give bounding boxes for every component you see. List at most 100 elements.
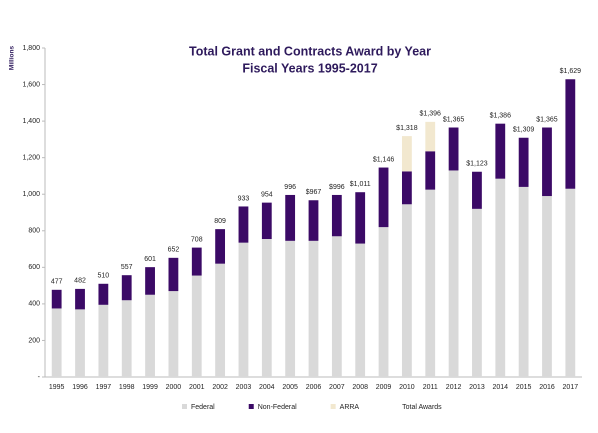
total-label: $1,146	[373, 156, 395, 163]
total-label: $1,123	[466, 161, 488, 168]
total-label: 601	[144, 256, 156, 263]
chart-title: Total Grant and Contracts Award by Year	[189, 44, 431, 58]
x-tick-label: 2010	[399, 384, 415, 391]
total-label: $1,365	[536, 116, 558, 123]
bar-segment	[401, 136, 412, 172]
x-tick-label: 1998	[119, 384, 135, 391]
total-label: 809	[214, 218, 226, 225]
total-label: $1,318	[396, 125, 418, 132]
bar-segment	[448, 170, 459, 377]
bar-segment	[215, 263, 226, 377]
x-tick-label: 2011	[423, 384, 438, 391]
bar-segment	[495, 178, 506, 377]
bar-segment	[542, 196, 552, 377]
bar-segment	[238, 206, 249, 243]
bar-segment	[145, 267, 155, 295]
x-tick-label: 1999	[142, 384, 158, 391]
bar-segment	[285, 240, 296, 377]
bar-segment	[168, 291, 179, 377]
legend-swatch	[248, 404, 254, 409]
bar-segment	[355, 192, 366, 244]
bar-segment	[75, 288, 85, 310]
total-label: $996	[329, 184, 345, 191]
bar-segment	[261, 202, 272, 240]
total-label: 996	[284, 184, 296, 191]
bar-segment	[98, 283, 109, 305]
total-label: $1,629	[560, 68, 582, 75]
bar-segment	[448, 127, 459, 171]
bar-segment	[51, 308, 62, 377]
legend-swatch	[182, 404, 187, 409]
x-tick-label: 2017	[563, 384, 579, 391]
x-tick-label: 2008	[352, 384, 368, 391]
x-tick-label: 1997	[96, 384, 112, 391]
y-tick-label: 800	[28, 228, 40, 235]
bar-segment	[238, 242, 249, 377]
y-tick-label: 600	[28, 264, 40, 271]
bar-segment	[215, 229, 226, 264]
x-tick-label: 2007	[329, 384, 345, 391]
legend-label: Total Awards	[402, 404, 442, 411]
x-tick-label: 1996	[72, 384, 88, 391]
x-tick-label: 2005	[282, 384, 298, 391]
y-tick-label: 1,200	[22, 155, 40, 162]
bar-segment	[518, 137, 529, 187]
bar-segment	[542, 127, 552, 197]
chart-subtitle: Fiscal Years 1995-2017	[242, 61, 377, 75]
x-tick-label: 2002	[212, 384, 228, 391]
x-tick-label: 2016	[539, 384, 555, 391]
y-tick-label: 400	[28, 301, 40, 308]
y-tick-label: 1,000	[22, 191, 40, 198]
x-tick-label: 2003	[236, 384, 252, 391]
x-tick-label: 2004	[259, 384, 275, 391]
bar-segment	[472, 208, 482, 377]
y-tick-label: 1,800	[22, 45, 40, 52]
legend-swatch	[330, 404, 336, 409]
bar-segment	[121, 300, 132, 377]
bar-segment	[98, 304, 109, 377]
legend-label: Federal	[191, 404, 215, 411]
x-tick-label: 2013	[469, 384, 485, 391]
total-label: 510	[98, 273, 110, 280]
y-tick-label: 200	[28, 337, 40, 344]
bar-segment	[331, 194, 342, 237]
total-label: $967	[306, 189, 322, 196]
total-label: 477	[51, 279, 63, 286]
bar-segment	[518, 186, 529, 377]
x-tick-label: 2006	[306, 384, 322, 391]
total-label: 954	[261, 191, 273, 198]
x-tick-label: 2012	[446, 384, 462, 391]
bar-segment	[401, 204, 412, 377]
bar-segment	[565, 79, 576, 189]
bar-segment	[145, 294, 155, 377]
bar-segment	[308, 200, 319, 241]
x-tick-label: 2001	[189, 384, 205, 391]
bar-segment	[285, 194, 296, 241]
bar-segment	[121, 275, 132, 301]
bar-segment	[565, 188, 576, 377]
total-label: 933	[238, 195, 250, 202]
bar-segment	[261, 239, 272, 377]
x-tick-label: 2009	[376, 384, 392, 391]
x-tick-label: 2014	[492, 384, 508, 391]
bar-segment	[378, 167, 389, 228]
x-tick-label: 2015	[516, 384, 532, 391]
bar-segment	[472, 171, 482, 209]
x-tick-label: 1995	[49, 384, 65, 391]
bar-segment	[308, 240, 319, 377]
total-label: $1,309	[513, 127, 535, 134]
total-label: 557	[121, 264, 133, 271]
bar-segment	[378, 227, 389, 377]
bar-segment	[51, 289, 62, 309]
total-label: 482	[74, 278, 86, 285]
y-tick-label: 1,600	[22, 81, 40, 88]
total-label: $1,365	[443, 116, 465, 123]
total-label: 652	[168, 247, 180, 254]
bar-segment	[168, 257, 179, 292]
y-tick-label: 1,400	[22, 118, 40, 125]
bar-segment	[495, 123, 506, 179]
total-label: $1,396	[420, 111, 442, 118]
legend-label: ARRA	[340, 404, 360, 411]
bar-segment	[191, 247, 202, 276]
